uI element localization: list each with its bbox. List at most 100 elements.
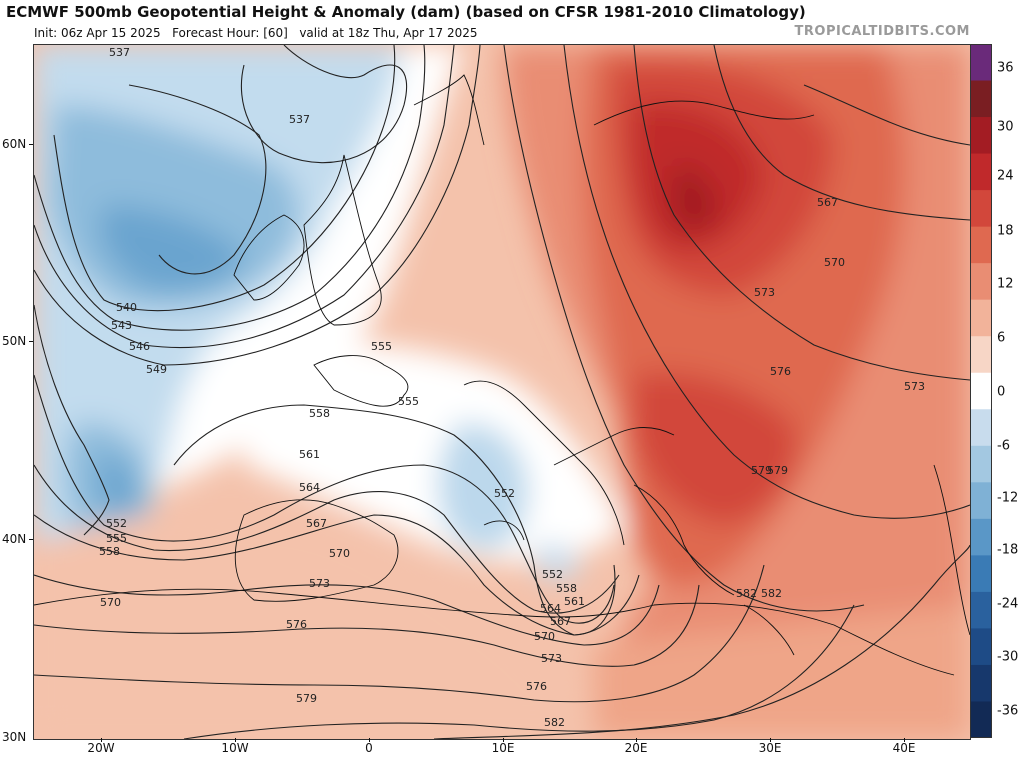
contour-label: 576: [286, 618, 307, 631]
colorbar-swatch: [970, 190, 992, 228]
colorbar-label: -24: [997, 596, 1019, 612]
valid-time: valid at 18z Thu, Apr 17 2025: [299, 26, 478, 40]
lon-tick-mark: [101, 738, 102, 742]
lat-tick-mark: [29, 539, 33, 540]
anomaly-shading: [34, 45, 970, 739]
lon-tick-label: 20W: [87, 741, 115, 755]
contour-label: 570: [534, 630, 555, 643]
contour-label: 555: [106, 532, 127, 545]
colorbar-swatch: [970, 372, 992, 410]
contour-label: 552: [542, 568, 563, 581]
lon-tick-label: 10E: [491, 741, 515, 755]
contour-label: 573: [541, 652, 562, 665]
contour-label: 558: [556, 582, 577, 595]
contour-label: 537: [109, 46, 130, 59]
colorbar-label: 36: [997, 60, 1014, 76]
colorbar-swatch: [970, 226, 992, 264]
colorbar-swatch: [970, 80, 992, 118]
brand-watermark: TROPICALTIDBITS.COM: [794, 24, 970, 39]
contour-label: 579: [751, 464, 772, 477]
colorbar-label: -36: [997, 703, 1019, 719]
colorbar-swatch: [970, 153, 992, 191]
lat-tick-mark: [29, 341, 33, 342]
lat-tick-label: 60N: [2, 137, 27, 151]
init-time: Init: 06z Apr 15 2025: [34, 26, 161, 40]
contour-label: 546: [129, 340, 150, 353]
contour-label: 555: [398, 395, 419, 408]
lon-tick-mark: [770, 738, 771, 742]
contour-label: 564: [299, 481, 320, 494]
map-svg: 537 537 540 543 546 549 552 555 558 552 …: [34, 45, 970, 739]
contour-label: 579: [767, 464, 788, 477]
colorbar-label: 18: [997, 223, 1014, 239]
run-info: Init: 06z Apr 15 2025 Forecast Hour: [60…: [34, 26, 478, 40]
colorbar-swatch: [970, 701, 992, 739]
lon-tick-label: 10W: [221, 741, 249, 755]
height-contours: [34, 45, 970, 739]
colorbar-label: -30: [997, 649, 1019, 665]
contour-label: 570: [824, 256, 845, 269]
contour-label: 561: [299, 448, 320, 461]
colorbar: [970, 44, 992, 739]
colorbar-labels: 36 30 24 18 12 6 0 -6 -12 -18 -24 -30 -3…: [993, 44, 1024, 738]
contour-label: 561: [564, 595, 585, 608]
lat-tick-mark: [29, 144, 33, 145]
contour-label: 549: [146, 363, 167, 376]
lat-tick-label: 40N: [2, 532, 27, 546]
lat-tick-label: 30N: [2, 730, 27, 744]
contour-label: 558: [99, 545, 120, 558]
contour-label: 552: [494, 487, 515, 500]
colorbar-label: 0: [997, 384, 1006, 400]
colorbar-swatch: [970, 336, 992, 374]
contour-label: 573: [309, 577, 330, 590]
colorbar-swatch: [970, 482, 992, 520]
map-title: ECMWF 500mb Geopotential Height & Anomal…: [6, 3, 806, 21]
contour-label: 573: [754, 286, 775, 299]
lon-tick-mark: [235, 738, 236, 742]
contour-label: 558: [309, 407, 330, 420]
contour-label: 540: [116, 301, 137, 314]
contour-label: 570: [329, 547, 350, 560]
colorbar-label: -12: [997, 490, 1019, 506]
contour-label: 567: [550, 615, 571, 628]
lon-tick-mark: [369, 738, 370, 742]
contour-label: 579: [296, 692, 317, 705]
lon-tick-label: 30E: [758, 741, 782, 755]
colorbar-swatch: [970, 44, 992, 82]
contour-label: 537: [289, 113, 310, 126]
contour-label: 582: [761, 587, 782, 600]
lon-tick-mark: [904, 738, 905, 742]
colorbar-label: 6: [997, 330, 1006, 346]
coastlines: [34, 74, 970, 676]
colorbar-label: 24: [997, 168, 1014, 184]
contour-label: 555: [371, 340, 392, 353]
colorbar-swatch: [970, 591, 992, 629]
contour-label: 552: [106, 517, 127, 530]
colorbar-svg: [970, 44, 992, 739]
colorbar-swatch: [970, 299, 992, 337]
contour-label: 567: [306, 517, 327, 530]
colorbar-label: 30: [997, 119, 1014, 135]
colorbar-label: 12: [997, 276, 1014, 292]
lon-tick-label: 40E: [892, 741, 916, 755]
contour-label: 576: [526, 680, 547, 693]
colorbar-label: -18: [997, 542, 1019, 558]
contour-label: 573: [904, 380, 925, 393]
colorbar-border: [970, 44, 992, 738]
lon-tick-label: 20E: [624, 741, 648, 755]
colorbar-swatch: [970, 664, 992, 702]
colorbar-swatch: [970, 518, 992, 556]
contour-label-group: 537 537 540 543 546 549 552 555 558 552 …: [99, 46, 925, 729]
colorbar-swatch: [970, 263, 992, 301]
lon-tick-mark: [503, 738, 504, 742]
colorbar-swatch: [970, 445, 992, 483]
lon-tick-label: 0: [365, 741, 373, 755]
contour-label: 582: [544, 716, 565, 729]
colorbar-swatch: [970, 628, 992, 666]
contour-label: 564: [540, 602, 561, 615]
colorbar-label: -6: [997, 438, 1010, 454]
lon-tick-mark: [636, 738, 637, 742]
lat-tick-label: 50N: [2, 334, 27, 348]
forecast-hour: Forecast Hour: [60]: [172, 26, 288, 40]
contour-label: 576: [770, 365, 791, 378]
